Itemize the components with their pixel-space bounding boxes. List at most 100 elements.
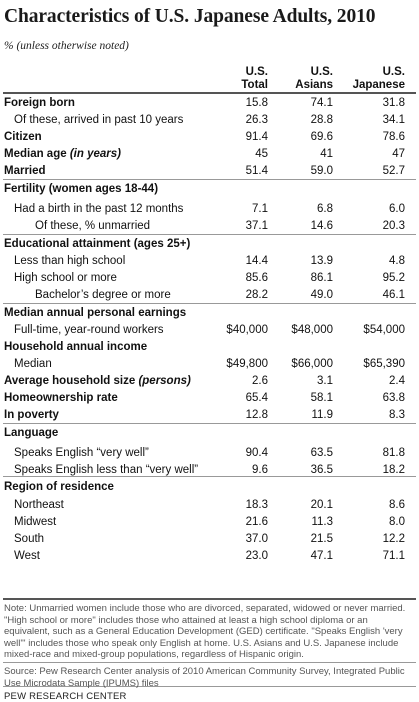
value-asians: 58.1 xyxy=(310,392,333,404)
value-total: 51.4 xyxy=(245,165,268,177)
value-total: $49,800 xyxy=(226,358,268,370)
value-japanese: 46.1 xyxy=(382,289,405,301)
credit-line: PEW RESEARCH CENTER xyxy=(4,691,127,702)
value-japanese: 12.2 xyxy=(382,533,405,545)
value-asians: 13.9 xyxy=(310,255,333,267)
value-japanese: 31.8 xyxy=(382,97,405,109)
table-row: Midwest 21.6 11.3 8.0 xyxy=(0,514,419,530)
value-japanese: 71.1 xyxy=(382,550,405,562)
value-asians: 59.0 xyxy=(310,165,333,177)
value-asians: 86.1 xyxy=(310,272,333,284)
row-label: Average household size (persons) xyxy=(4,375,191,387)
row-label: Median age (in years) xyxy=(4,148,121,160)
value-japanese: 63.8 xyxy=(382,392,405,404)
row-label: Married xyxy=(4,165,46,177)
value-asians: 14.6 xyxy=(310,220,333,232)
table-row: Median age (in years) 45 41 47 xyxy=(0,146,419,162)
page-subtitle: % (unless otherwise noted) xyxy=(4,40,129,52)
row-label: South xyxy=(14,533,45,545)
value-japanese: 47 xyxy=(392,148,405,160)
table-row: Household annual income xyxy=(0,339,419,355)
row-label: Foreign born xyxy=(4,97,75,109)
row-label: Fertility (women ages 18-44) xyxy=(4,183,159,195)
divider-line xyxy=(3,234,416,235)
table-row: Median annual personal earnings xyxy=(0,305,419,321)
table-row: Homeownership rate 65.4 58.1 63.8 xyxy=(0,390,419,406)
row-label: Of these, arrived in past 10 years xyxy=(14,114,184,126)
value-asians: 11.3 xyxy=(311,516,333,528)
table-row: Full-time, year-round workers $40,000 $48,… xyxy=(0,322,419,338)
value-asians: 21.5 xyxy=(310,533,333,545)
value-asians: 6.8 xyxy=(317,203,333,215)
value-japanese: 95.2 xyxy=(382,272,405,284)
divider-line xyxy=(3,686,416,687)
value-asians: $66,000 xyxy=(291,358,333,370)
row-label: Citizen xyxy=(4,131,42,143)
row-label: Speaks English “very well” xyxy=(14,447,149,459)
value-total: 90.4 xyxy=(245,447,268,459)
value-total: 65.4 xyxy=(245,392,268,404)
column-header-asians: U.S. Asians xyxy=(295,66,333,91)
value-asians: 69.6 xyxy=(310,131,333,143)
table-row: Bachelor’s degree or more 28.2 49.0 46.1 xyxy=(0,287,419,303)
column-header-total: U.S. Total xyxy=(241,66,268,91)
divider-line xyxy=(3,92,416,94)
table-row: Northeast 18.3 20.1 8.6 xyxy=(0,497,419,513)
row-label: In poverty xyxy=(4,409,59,421)
table-row: Educational attainment (ages 25+) xyxy=(0,236,419,252)
row-label: High school or more xyxy=(14,272,117,284)
value-total: $40,000 xyxy=(226,324,268,336)
value-asians: 36.5 xyxy=(310,464,333,476)
value-japanese: 8.0 xyxy=(389,516,405,528)
table-row: High school or more 85.6 86.1 95.2 xyxy=(0,270,419,286)
value-total: 45 xyxy=(255,148,268,160)
value-total: 2.6 xyxy=(252,375,268,387)
value-asians: 3.1 xyxy=(317,375,333,387)
value-asians: 49.0 xyxy=(310,289,333,301)
value-asians: 47.1 xyxy=(310,550,333,562)
value-asians: 41 xyxy=(320,148,333,160)
value-total: 15.8 xyxy=(245,97,268,109)
value-japanese: 81.8 xyxy=(382,447,405,459)
row-label: Homeownership rate xyxy=(4,392,118,404)
column-header-japanese: U.S. Japanese xyxy=(352,66,405,91)
divider-line xyxy=(3,476,416,477)
table-row: Foreign born 15.8 74.1 31.8 xyxy=(0,95,419,111)
table-row: Married 51.4 59.0 52.7 xyxy=(0,163,419,179)
table-row: Had a birth in the past 12 months 7.1 6.8 6… xyxy=(0,201,419,217)
value-japanese: 4.8 xyxy=(389,255,405,267)
value-total: 23.0 xyxy=(245,550,268,562)
value-japanese: 52.7 xyxy=(382,165,405,177)
divider-line xyxy=(3,423,416,424)
table-row: Speaks English “very well” 90.4 63.5 81.8 xyxy=(0,445,419,461)
table-row: West 23.0 47.1 71.1 xyxy=(0,548,419,564)
table-row: Region of residence xyxy=(0,479,419,495)
divider-line xyxy=(3,179,416,180)
value-asians: 74.1 xyxy=(310,97,333,109)
value-japanese: 6.0 xyxy=(389,203,405,215)
row-label: Northeast xyxy=(14,499,64,511)
value-japanese: 2.4 xyxy=(389,375,405,387)
value-total: 85.6 xyxy=(245,272,268,284)
row-label: Median annual personal earnings xyxy=(4,307,187,319)
row-label: Language xyxy=(4,427,59,439)
value-total: 7.1 xyxy=(252,203,268,215)
row-label: Bachelor’s degree or more xyxy=(35,289,171,301)
value-japanese: 8.3 xyxy=(389,409,405,421)
value-japanese: 78.6 xyxy=(382,131,405,143)
value-total: 28.2 xyxy=(245,289,268,301)
row-label: Of these, % unmarried xyxy=(35,220,151,232)
divider-line xyxy=(3,662,416,663)
row-label: Had a birth in the past 12 months xyxy=(14,203,184,215)
row-label: Speaks English less than “very well” xyxy=(14,464,199,476)
value-asians: 11.9 xyxy=(311,409,333,421)
value-japanese: $65,390 xyxy=(363,358,405,370)
value-total: 14.4 xyxy=(245,255,268,267)
value-asians: 28.8 xyxy=(310,114,333,126)
value-total: 37.0 xyxy=(245,533,268,545)
table-note: Note: Unmarried women include those who … xyxy=(4,603,406,661)
row-label: Educational attainment (ages 25+) xyxy=(4,238,191,250)
value-total: 26.3 xyxy=(245,114,268,126)
value-total: 91.4 xyxy=(245,131,268,143)
value-asians: 63.5 xyxy=(310,447,333,459)
